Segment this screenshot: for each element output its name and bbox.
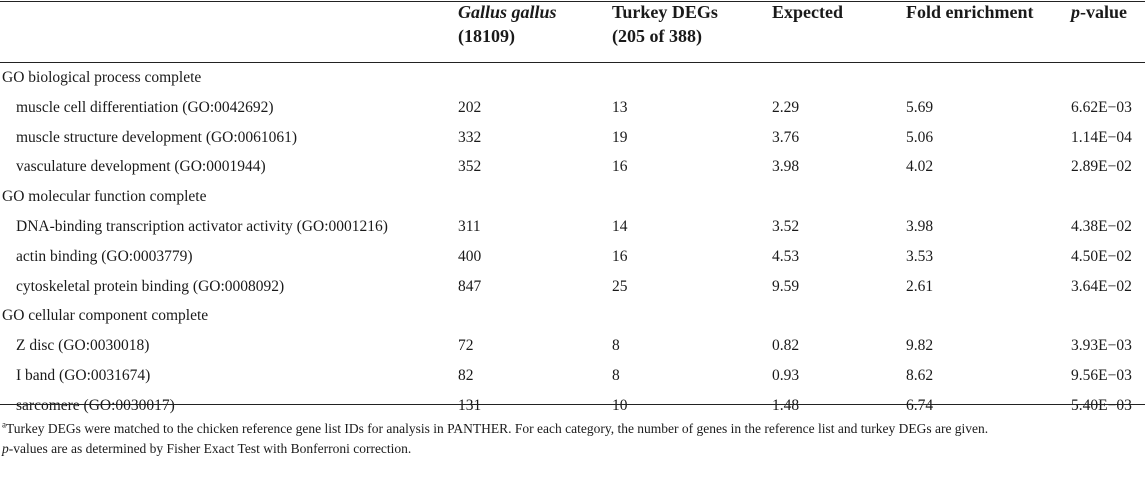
fold-enrichment-value: 3.98	[906, 218, 934, 235]
p-value: 2.89E−02	[1071, 158, 1132, 176]
turkey-count: 19	[612, 128, 628, 146]
expected-value: 2.29	[772, 98, 800, 116]
term-label: DNA-binding transcription activator acti…	[16, 218, 388, 235]
fold-enrichment-value: 4.02	[906, 158, 934, 176]
header-p-rest: -value	[1080, 2, 1127, 22]
footnote-text-1: Turkey DEGs were matched to the chicken …	[6, 421, 989, 436]
expected-value: 0.93	[772, 367, 800, 384]
table-row: actin binding (GO:0003779) 400 16 4.53 3.53 4…	[0, 243, 1145, 271]
table-row: cytoskeletal protein binding (GO:0008092…	[0, 273, 1145, 301]
term-label: I band (GO:0031674)	[16, 367, 151, 384]
gallus-count: 847	[458, 277, 482, 295]
p-value: 9.56E−03	[1071, 367, 1132, 384]
p-value: 1.14E−04	[1071, 128, 1132, 146]
header-turkey-line2: (205 of 388)	[612, 26, 702, 46]
turkey-count: 8	[612, 337, 620, 355]
turkey-count: 25	[612, 277, 628, 295]
expected-value: 3.76	[772, 128, 800, 146]
p-value: 4.50E−02	[1071, 247, 1132, 265]
gallus-count: 311	[458, 218, 481, 235]
header-gallus-gallus: Gallus gallus (18109)	[458, 0, 557, 48]
gallus-count: 82	[458, 367, 474, 384]
table-bottom-rule	[0, 404, 1145, 405]
section-label: GO molecular function complete	[2, 188, 207, 206]
section-row: GO biological process complete	[0, 64, 1145, 92]
gallus-count: 332	[458, 128, 482, 146]
expected-value: 4.53	[772, 247, 800, 265]
term-label: cytoskeletal protein binding (GO:0008092…	[16, 277, 285, 295]
table-row: DNA-binding transcription activator acti…	[0, 213, 1145, 241]
turkey-count: 14	[612, 218, 628, 235]
table-row: I band (GO:0031674) 82 8 0.93 8.62 9.56E−03	[0, 362, 1145, 390]
p-value: 5.40E−03	[1071, 396, 1132, 414]
p-value: 3.93E−03	[1071, 337, 1132, 355]
expected-value: 1.48	[772, 396, 800, 414]
fold-enrichment-value: 5.06	[906, 128, 934, 146]
table-footnote: aTurkey DEGs were matched to the chicken…	[2, 419, 1142, 459]
fold-enrichment-value: 8.62	[906, 367, 934, 384]
section-row: GO molecular function complete	[0, 183, 1145, 211]
p-value: 6.62E−03	[1071, 98, 1132, 116]
fold-enrichment-value: 6.74	[906, 396, 934, 414]
term-label: sarcomere (GO:0030017)	[16, 396, 175, 414]
turkey-count: 8	[612, 367, 620, 384]
term-label: muscle structure development (GO:0061061…	[16, 128, 298, 146]
p-value: 4.38E−02	[1071, 218, 1132, 235]
term-label: actin binding (GO:0003779)	[16, 247, 193, 265]
section-label: GO biological process complete	[2, 69, 202, 86]
table-row: muscle structure development (GO:0061061…	[0, 124, 1145, 152]
section-label: GO cellular component complete	[2, 307, 209, 325]
fold-enrichment-value: 5.69	[906, 98, 934, 116]
term-label: muscle cell differentiation (GO:0042692)	[16, 98, 274, 116]
section-row: GO cellular component complete	[0, 302, 1145, 330]
table-top-rule	[0, 1, 1145, 2]
term-label: Z disc (GO:0030018)	[16, 337, 150, 355]
turkey-count: 10	[612, 396, 628, 414]
header-turkey-degs: Turkey DEGs (205 of 388)	[612, 0, 718, 48]
footnote-marker: a	[2, 419, 6, 430]
turkey-count: 13	[612, 98, 628, 116]
table-row: muscle cell differentiation (GO:0042692)…	[0, 94, 1145, 122]
gallus-count: 72	[458, 337, 474, 355]
p-value: 3.64E−02	[1071, 277, 1132, 295]
gallus-count: 400	[458, 247, 482, 265]
table-row: sarcomere (GO:0030017) 131 10 1.48 6.74 5.40E…	[0, 392, 1145, 420]
table-row: vasculature development (GO:0001944) 352 1…	[0, 153, 1145, 181]
table-header-rule	[0, 62, 1145, 63]
header-p-value: p-value	[1071, 0, 1127, 24]
gallus-count: 202	[458, 98, 482, 116]
gallus-count: 131	[458, 396, 482, 414]
fold-enrichment-value: 3.53	[906, 247, 934, 265]
gallus-count: 352	[458, 158, 482, 176]
fold-enrichment-value: 9.82	[906, 337, 934, 355]
table-row: Z disc (GO:0030018) 72 8 0.82 9.82 3.93E−03	[0, 332, 1145, 360]
turkey-count: 16	[612, 158, 628, 176]
expected-value: 3.52	[772, 218, 800, 235]
header-gallus-line1: Gallus gallus	[458, 2, 557, 22]
turkey-count: 16	[612, 247, 628, 265]
header-fold-enrichment: Fold enrichment	[906, 2, 1034, 22]
fold-enrichment-value: 2.61	[906, 277, 934, 295]
expected-value: 0.82	[772, 337, 800, 355]
footnote-line-2: p-values are as determined by Fisher Exa…	[2, 439, 1142, 459]
header-turkey-line1: Turkey DEGs	[612, 2, 718, 22]
header-expected: Expected	[772, 2, 843, 22]
footnote-text-2: -values are as determined by Fisher Exac…	[8, 441, 412, 456]
term-label: vasculature development (GO:0001944)	[16, 158, 266, 176]
header-p-italic: p	[1071, 2, 1080, 22]
expected-value: 3.98	[772, 158, 800, 176]
footnote-p-italic: p	[2, 441, 9, 456]
header-gallus-line2: (18109)	[458, 26, 515, 46]
footnote-line-1: aTurkey DEGs were matched to the chicken…	[2, 419, 1142, 439]
expected-value: 9.59	[772, 277, 800, 295]
